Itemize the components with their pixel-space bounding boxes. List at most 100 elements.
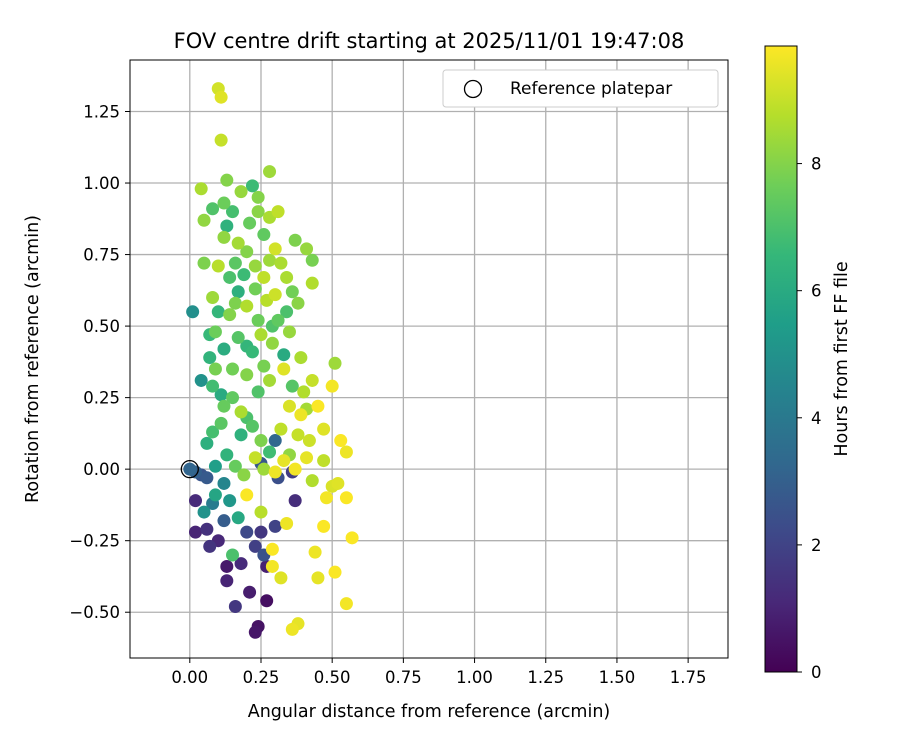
data-point (319, 491, 333, 505)
data-point (317, 519, 331, 533)
data-point (217, 196, 231, 210)
data-point (294, 408, 308, 422)
data-point (254, 525, 268, 539)
data-point (268, 434, 282, 448)
data-point (280, 270, 294, 284)
legend: Reference platepar (442, 69, 719, 108)
data-point (237, 268, 251, 282)
data-point (302, 434, 316, 448)
data-point (308, 545, 322, 559)
data-point (214, 90, 228, 104)
data-point (282, 325, 296, 339)
y-tick-label: 0.00 (83, 460, 120, 479)
y-tick-label: 0.25 (83, 389, 120, 408)
data-point (183, 462, 197, 476)
data-point (200, 436, 214, 450)
data-point (254, 434, 268, 448)
data-point (206, 425, 220, 439)
y-tick-label: 1.00 (83, 174, 120, 193)
data-points (183, 82, 359, 639)
data-point (268, 465, 282, 479)
data-point (311, 571, 325, 585)
data-point (305, 276, 319, 290)
data-point (251, 385, 265, 399)
data-point (231, 236, 245, 250)
data-point (208, 325, 222, 339)
colorbar-bar (764, 45, 798, 673)
data-point (263, 165, 277, 179)
data-point (305, 474, 319, 488)
data-point (254, 505, 268, 519)
data-point (217, 342, 231, 356)
data-point (228, 599, 242, 613)
data-point (248, 451, 262, 465)
data-point (248, 539, 262, 553)
data-point (194, 373, 208, 387)
y-tick-label: 0.50 (83, 317, 120, 336)
data-point (186, 305, 200, 319)
y-tick-label: −0.25 (69, 532, 120, 551)
data-point (251, 313, 265, 327)
data-point (339, 597, 353, 611)
data-point (300, 242, 314, 256)
data-point (277, 362, 291, 376)
data-point (274, 256, 288, 270)
data-point (257, 359, 271, 373)
y-tick-label: 1.25 (83, 103, 120, 122)
x-axis-ticks: 0.00 0.25 0.50 0.75 1.00 1.25 1.50 1.75 (171, 658, 707, 687)
data-point (223, 270, 237, 284)
data-point (231, 285, 245, 299)
data-point (280, 517, 294, 531)
colorbar-tick-label: 2 (811, 536, 822, 555)
data-point (220, 219, 234, 233)
data-point (206, 290, 220, 304)
data-point (257, 228, 271, 242)
legend-box (442, 69, 719, 108)
data-point (277, 348, 291, 362)
data-point (245, 419, 259, 433)
colorbar-label: Hours from first FF file (832, 261, 852, 456)
data-point (345, 531, 359, 545)
data-point (271, 313, 285, 327)
data-point (291, 296, 305, 310)
data-point (245, 179, 259, 193)
data-point (257, 270, 271, 284)
data-point (211, 259, 225, 273)
data-point (226, 391, 240, 405)
chart-title: FOV centre drift starting at 2025/11/01 … (174, 29, 685, 53)
data-point (265, 542, 279, 556)
data-point (325, 379, 339, 393)
data-point (211, 305, 225, 319)
data-point (226, 205, 240, 219)
x-tick-label: 0.75 (385, 668, 422, 687)
data-point (271, 205, 285, 219)
colorbar-ticks: 0 2 4 6 8 (797, 155, 822, 682)
data-point (248, 625, 262, 639)
colorbar-tick-label: 4 (811, 409, 822, 428)
data-point (220, 574, 234, 588)
data-point (237, 468, 251, 482)
data-point (245, 345, 259, 359)
data-point (285, 285, 299, 299)
data-point (334, 434, 348, 448)
data-point (263, 373, 277, 387)
data-point (234, 428, 248, 442)
grid-lines (130, 60, 728, 658)
data-point (328, 565, 342, 579)
data-point (263, 445, 277, 459)
data-point (208, 362, 222, 376)
data-point (206, 379, 220, 393)
data-point (220, 173, 234, 187)
plot-area (130, 60, 728, 658)
data-point (214, 416, 228, 430)
x-tick-label: 0.00 (171, 668, 208, 687)
data-point (217, 399, 231, 413)
data-point (197, 505, 211, 519)
data-point (194, 182, 208, 196)
data-point (240, 488, 254, 502)
data-point (220, 559, 234, 573)
data-point (188, 494, 202, 508)
data-point (285, 379, 299, 393)
data-point (234, 185, 248, 199)
